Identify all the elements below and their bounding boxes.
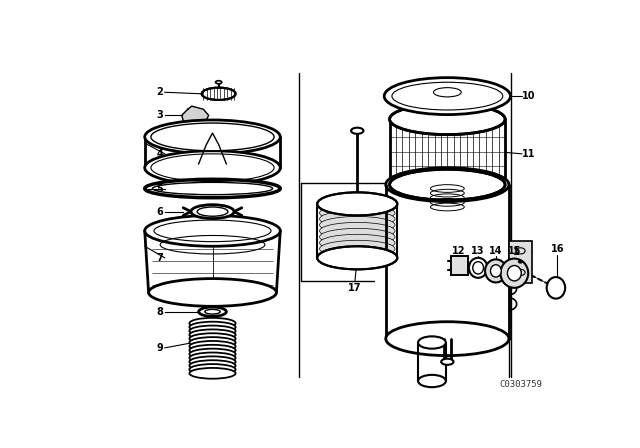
Ellipse shape xyxy=(485,259,507,282)
Ellipse shape xyxy=(547,277,565,299)
Ellipse shape xyxy=(145,120,280,154)
Ellipse shape xyxy=(384,78,511,115)
Ellipse shape xyxy=(202,88,236,100)
Ellipse shape xyxy=(145,215,280,246)
Ellipse shape xyxy=(500,258,528,288)
Ellipse shape xyxy=(189,337,236,348)
Ellipse shape xyxy=(189,353,236,363)
Ellipse shape xyxy=(390,104,505,134)
Text: 17: 17 xyxy=(348,283,362,293)
Polygon shape xyxy=(182,106,209,127)
Text: 11: 11 xyxy=(522,149,536,159)
Ellipse shape xyxy=(198,307,227,316)
Text: 5: 5 xyxy=(156,184,163,194)
Ellipse shape xyxy=(189,318,236,329)
Text: 16: 16 xyxy=(550,244,564,254)
Ellipse shape xyxy=(148,279,276,306)
Text: 7: 7 xyxy=(156,253,163,263)
Text: 8: 8 xyxy=(156,307,163,317)
Ellipse shape xyxy=(441,359,454,365)
Text: 12: 12 xyxy=(452,246,466,255)
Ellipse shape xyxy=(197,207,228,216)
Ellipse shape xyxy=(518,260,523,263)
Ellipse shape xyxy=(145,179,280,198)
Ellipse shape xyxy=(469,258,488,278)
Text: 2: 2 xyxy=(156,87,163,97)
Ellipse shape xyxy=(189,360,236,371)
Ellipse shape xyxy=(317,192,397,215)
Ellipse shape xyxy=(189,322,236,332)
Ellipse shape xyxy=(189,326,236,336)
Ellipse shape xyxy=(319,240,395,257)
Ellipse shape xyxy=(390,169,505,200)
Ellipse shape xyxy=(151,123,274,151)
Text: 4: 4 xyxy=(156,149,163,159)
Text: 15: 15 xyxy=(508,246,521,255)
Bar xyxy=(451,256,468,275)
Ellipse shape xyxy=(189,364,236,375)
Ellipse shape xyxy=(189,345,236,356)
Ellipse shape xyxy=(319,204,395,221)
Bar xyxy=(509,241,532,283)
Ellipse shape xyxy=(189,333,236,344)
Bar xyxy=(451,256,468,275)
Text: 9: 9 xyxy=(156,343,163,353)
Text: 3: 3 xyxy=(156,110,163,121)
Ellipse shape xyxy=(317,246,397,269)
Ellipse shape xyxy=(189,341,236,352)
Ellipse shape xyxy=(386,168,509,202)
Ellipse shape xyxy=(351,128,364,134)
Ellipse shape xyxy=(319,222,395,239)
Text: C0303759: C0303759 xyxy=(499,380,542,389)
Text: 1: 1 xyxy=(513,247,520,258)
Ellipse shape xyxy=(386,322,509,356)
Text: 6: 6 xyxy=(156,207,163,217)
Ellipse shape xyxy=(191,205,234,219)
Ellipse shape xyxy=(418,336,446,349)
Ellipse shape xyxy=(508,266,521,281)
Ellipse shape xyxy=(189,368,236,379)
Ellipse shape xyxy=(319,211,395,228)
Ellipse shape xyxy=(319,216,395,233)
Text: 13: 13 xyxy=(472,246,485,255)
Ellipse shape xyxy=(189,356,236,367)
Ellipse shape xyxy=(490,265,501,277)
Ellipse shape xyxy=(319,234,395,251)
Ellipse shape xyxy=(392,82,503,110)
Ellipse shape xyxy=(319,246,395,263)
Ellipse shape xyxy=(418,375,446,387)
Ellipse shape xyxy=(319,198,395,215)
Ellipse shape xyxy=(216,81,221,84)
Ellipse shape xyxy=(189,329,236,340)
Ellipse shape xyxy=(189,349,236,359)
Text: 14: 14 xyxy=(489,246,502,255)
Ellipse shape xyxy=(319,228,395,246)
Text: 10: 10 xyxy=(522,91,536,101)
Ellipse shape xyxy=(145,151,280,185)
